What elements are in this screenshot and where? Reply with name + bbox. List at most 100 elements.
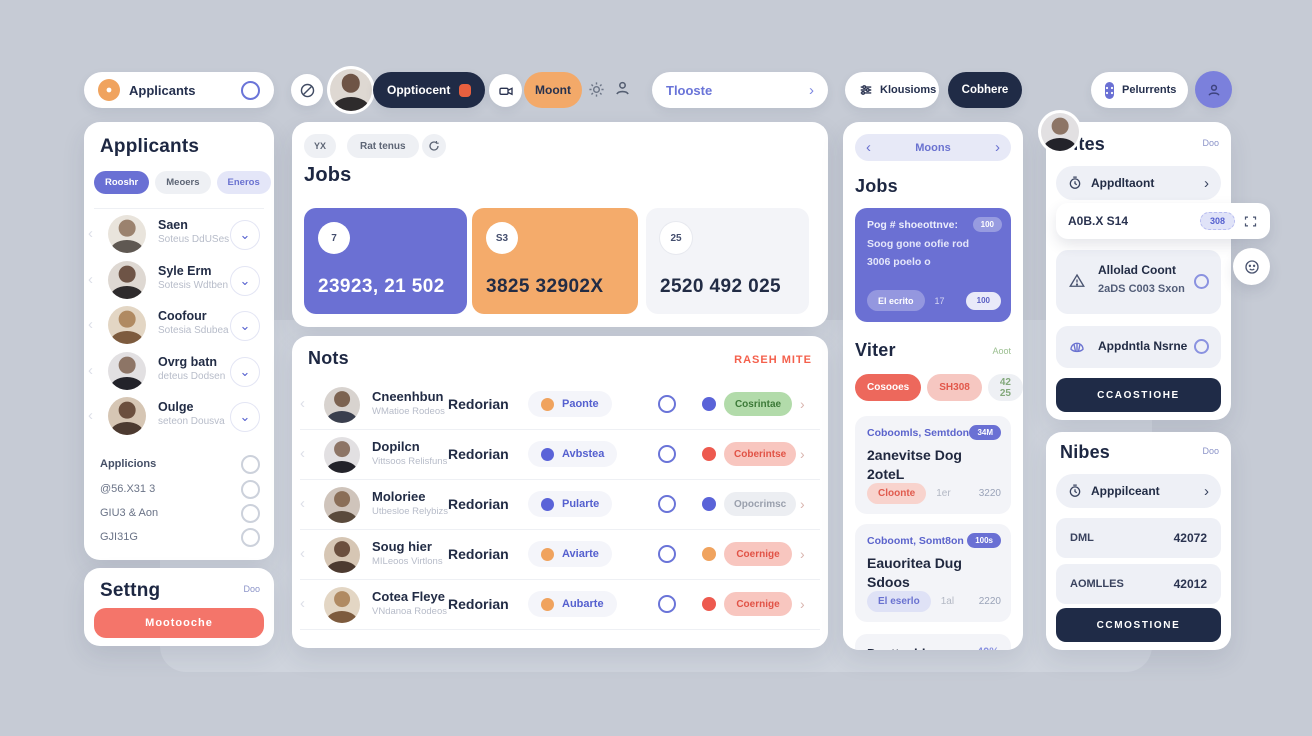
viter-card-cutoff[interactable]: Devtteehles 40% xyxy=(855,634,1011,650)
option-row[interactable]: GJI31G xyxy=(84,527,274,551)
table-row[interactable]: ‹ Dopilcn Vittsoos Relisfuns Redorian Av… xyxy=(292,430,828,480)
chevron-left-icon[interactable]: ‹ xyxy=(300,395,305,412)
count-pill[interactable]: YX xyxy=(304,134,337,158)
radio-button[interactable] xyxy=(658,545,676,563)
chevron-left-icon[interactable]: ‹ xyxy=(88,362,93,379)
expand-button[interactable]: ⌄ xyxy=(230,311,260,341)
profile-circle-button[interactable] xyxy=(1195,71,1232,108)
row-name: Cneenhbun xyxy=(372,389,444,404)
face-scan-button[interactable] xyxy=(1233,248,1270,285)
allolad-item[interactable]: Allolad Coont 2aDS C003 Sxon xyxy=(1056,250,1221,314)
chevron-right-icon[interactable]: › xyxy=(994,139,1000,156)
chevron-right-icon[interactable]: › xyxy=(800,446,805,462)
chevron-left-icon[interactable]: ‹ xyxy=(88,271,93,288)
tab-rooshr[interactable]: Rooshr xyxy=(94,171,150,194)
filter-4225[interactable]: 42 25 xyxy=(987,374,1023,401)
klousioms-button[interactable]: Klousioms xyxy=(845,72,939,108)
applicant-row[interactable]: ‹ Saen Soteus DdUSes ⌄ xyxy=(84,212,274,257)
chevron-left-icon[interactable]: ‹ xyxy=(88,225,93,242)
status-label: Coberintse xyxy=(734,448,787,460)
opptiocent-button[interactable]: Opptiocent xyxy=(373,72,485,108)
expand-button[interactable]: ⌄ xyxy=(230,402,260,432)
table-row[interactable]: ‹ Soug hier MILeoos Virtlons Redorian Av… xyxy=(292,530,828,580)
chevron-left-icon[interactable]: ‹ xyxy=(866,139,871,156)
cutoff-value: 40% xyxy=(977,646,999,650)
cobhere-button[interactable]: Cobhere xyxy=(948,72,1022,108)
chevron-left-icon[interactable]: ‹ xyxy=(300,495,305,512)
applicant-nav-row[interactable]: Apppilceant › xyxy=(1056,474,1221,508)
chevron-left-icon[interactable]: ‹ xyxy=(88,407,93,424)
radio-button[interactable] xyxy=(241,528,260,547)
row-role: Redorian xyxy=(448,396,509,412)
chevron-down-icon: ⌄ xyxy=(239,318,251,333)
tab-eneros[interactable]: Eneros xyxy=(216,171,271,194)
radio-button[interactable] xyxy=(241,455,260,474)
table-row[interactable]: ‹ Cneenhbun WMatioe Rodeos Redorian Paon… xyxy=(292,380,828,430)
option-row[interactable]: GIU3 & Aon xyxy=(84,503,274,527)
search-input[interactable]: A0B.X S14 308 xyxy=(1056,203,1270,239)
viter-card[interactable]: Coboomls, Semtdon 34M 2anevitse Dog 2oteL… xyxy=(855,416,1011,514)
option-row[interactable]: Applicions xyxy=(84,454,274,478)
radio-button[interactable] xyxy=(658,595,676,613)
pelurrents-button[interactable]: Pelurrents xyxy=(1091,72,1188,108)
radio-button[interactable] xyxy=(658,395,676,413)
aomlles-field[interactable]: AOMLLES 42012 xyxy=(1056,564,1221,604)
mootooche-button[interactable]: Mootooche xyxy=(94,608,264,638)
applicant-row[interactable]: ‹ Syle Erm Sotesis Wdtben ⌄ xyxy=(84,258,274,303)
radio-button[interactable] xyxy=(658,445,676,463)
job-card[interactable]: Pog # shoeottnve: 100 Soog gone oofie ro… xyxy=(855,208,1011,322)
scan-icon[interactable] xyxy=(1243,214,1258,229)
moont-button[interactable]: Moont xyxy=(524,72,582,108)
job-card-pill2[interactable]: 100 xyxy=(965,291,1001,310)
radio-button[interactable] xyxy=(658,495,676,513)
tab-meoers[interactable]: Meoers xyxy=(155,171,211,194)
chevron-left-icon[interactable]: ‹ xyxy=(300,545,305,562)
ccaostiohe-button[interactable]: CCAOSTIOHE xyxy=(1056,378,1221,412)
row-subtitle: VNdanoa Rodeos xyxy=(372,606,447,617)
tlooste-select[interactable]: Tlooste › xyxy=(652,72,828,108)
expand-button[interactable]: ⌄ xyxy=(230,357,260,387)
radio-button[interactable] xyxy=(241,504,260,523)
radio-button[interactable] xyxy=(1194,274,1209,289)
job-card-line1: Pog # shoeottnve: xyxy=(867,219,959,231)
rat-tenus-pill[interactable]: Rat tenus xyxy=(347,134,419,158)
applicant-row[interactable]: ‹ Oulge seteon Dousva ⌄ xyxy=(84,394,274,439)
refresh-button[interactable] xyxy=(422,134,446,158)
chevron-right-icon[interactable]: › xyxy=(800,546,805,562)
gear-icon[interactable] xyxy=(588,81,605,98)
chevron-left-icon[interactable]: ‹ xyxy=(300,445,305,462)
card-pill-label: Cloonte xyxy=(878,488,916,499)
user-icon[interactable] xyxy=(613,79,632,98)
chevron-left-icon[interactable]: ‹ xyxy=(88,316,93,333)
raseh-mite-link[interactable]: RASEH MITE xyxy=(734,354,812,366)
filter-cosooes[interactable]: Cosooes xyxy=(855,374,922,401)
applicant-row[interactable]: ‹ Coofour Sotesia Sdubea ⌄ xyxy=(84,303,274,348)
block-button[interactable] xyxy=(291,74,323,106)
chevron-left-icon[interactable]: ‹ xyxy=(300,595,305,612)
table-row[interactable]: ‹ Cotea Fleye VNdanoa Rodeos Redorian Au… xyxy=(292,580,828,630)
ccmostione-button[interactable]: CCMOSTIONE xyxy=(1056,608,1221,642)
expand-button[interactable]: ⌄ xyxy=(230,220,260,250)
card-pill[interactable]: El eserlo xyxy=(867,591,931,612)
dml-field[interactable]: DML 42072 xyxy=(1056,518,1221,558)
option-row[interactable]: @56.X31 3 xyxy=(84,479,274,503)
user-avatar[interactable] xyxy=(330,69,372,111)
radio-button[interactable] xyxy=(1194,339,1209,354)
table-row[interactable]: ‹ Moloriee Utbesloe Relybizs Redorian Pu… xyxy=(292,480,828,530)
filter-sh308[interactable]: SH308 xyxy=(927,374,982,401)
appdntla-item[interactable]: Appdntla Nsrne xyxy=(1056,326,1221,368)
radio-button[interactable] xyxy=(241,480,260,499)
camera-button[interactable] xyxy=(489,74,522,107)
job-card-pill[interactable]: El ecrito xyxy=(867,290,925,311)
viter-card[interactable]: Coboomt, Somt8on 100s Eauoritea Dug Sdoos… xyxy=(855,524,1011,622)
card-pill[interactable]: Cloonte xyxy=(867,483,927,504)
chevron-right-icon[interactable]: › xyxy=(800,396,805,412)
expand-button[interactable]: ⌄ xyxy=(230,266,260,296)
chevron-right-icon[interactable]: › xyxy=(800,496,805,512)
moons-nav[interactable]: ‹ Moons › xyxy=(855,134,1011,161)
search-pill[interactable]: Applicants xyxy=(84,72,274,108)
chevron-right-icon[interactable]: › xyxy=(800,596,805,612)
applicant-row[interactable]: ‹ Ovrg batn deteus Dodsen ⌄ xyxy=(84,349,274,394)
applicant-nav-row[interactable]: Appdltaont › xyxy=(1056,166,1221,200)
user-avatar-2[interactable] xyxy=(1041,113,1079,151)
